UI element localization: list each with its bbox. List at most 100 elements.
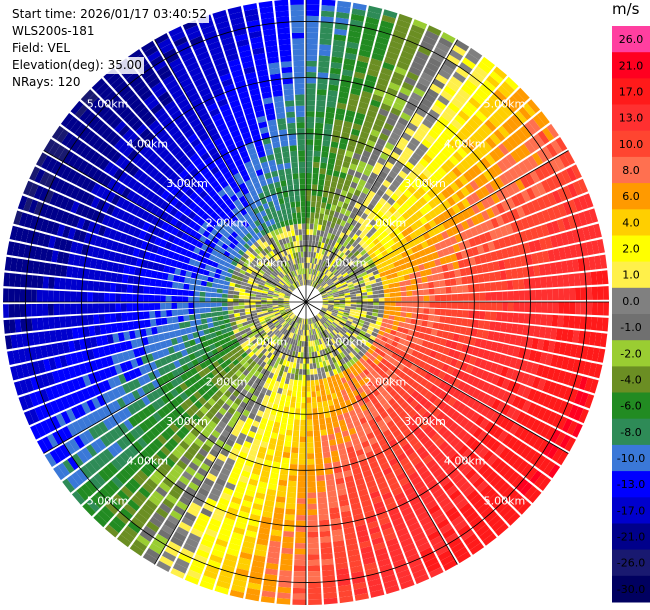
velocity-gate: [396, 253, 404, 261]
velocity-gate: [407, 329, 415, 336]
velocity-gate: [370, 369, 378, 377]
velocity-gate: [465, 436, 477, 448]
velocity-gate: [255, 304, 262, 308]
velocity-gate: [334, 349, 340, 356]
velocity-gate: [390, 302, 396, 306]
velocity-gate: [297, 475, 306, 482]
velocity-gate: [490, 292, 497, 301]
velocity-gate: [314, 435, 321, 442]
velocity-gate: [339, 171, 347, 179]
velocity-gate: [322, 451, 331, 459]
velocity-gate: [416, 127, 427, 138]
velocity-gate: [357, 412, 365, 420]
velocity-gate: [349, 273, 356, 279]
velocity-gate: [371, 410, 380, 419]
velocity-gate: [355, 425, 364, 433]
velocity-gate: [431, 125, 443, 136]
velocity-gate: [325, 288, 331, 292]
velocity-gate: [352, 340, 359, 347]
velocity-gate: [408, 342, 416, 350]
velocity-gate: [355, 66, 367, 74]
velocity-gate: [523, 140, 536, 154]
velocity-gate: [496, 401, 506, 413]
velocity-gate: [530, 419, 541, 433]
velocity-gate: [339, 260, 346, 266]
velocity-gate: [306, 369, 310, 375]
velocity-gate: [295, 526, 306, 533]
velocity-gate: [406, 307, 413, 313]
velocity-gate: [536, 211, 546, 224]
velocity-gate: [454, 519, 468, 532]
velocity-gate: [469, 542, 485, 555]
velocity-gate: [368, 63, 381, 72]
velocity-gate: [307, 514, 318, 521]
velocity-gate: [601, 270, 609, 285]
velocity-gate: [479, 359, 488, 370]
velocity-gate: [322, 316, 328, 321]
velocity-gate: [3, 304, 9, 318]
velocity-gate: [329, 274, 335, 280]
velocity-gate: [205, 297, 211, 302]
velocity-gate: [490, 282, 497, 291]
velocity-gate: [434, 120, 446, 131]
velocity-gate: [480, 123, 493, 136]
velocity-gate: [325, 312, 331, 316]
velocity-gate: [342, 214, 349, 222]
velocity-gate: [428, 199, 437, 209]
velocity-gate: [579, 272, 587, 286]
velocity-gate: [297, 351, 301, 358]
velocity-gate: [334, 335, 340, 341]
velocity-gate: [344, 209, 352, 217]
velocity-gate: [350, 296, 357, 300]
velocity-gate: [355, 293, 362, 297]
velocity-gate: [405, 517, 419, 527]
velocity-gate: [556, 218, 566, 232]
velocity-gate: [468, 47, 483, 61]
velocity-gate: [395, 297, 402, 302]
velocity-gate: [313, 323, 317, 329]
velocity-gate: [309, 229, 314, 235]
velocity-gate: [182, 296, 189, 302]
velocity-gate: [366, 231, 373, 239]
velocity-gate: [324, 208, 330, 216]
velocity-gate: [205, 307, 212, 313]
velocity-gate: [370, 319, 377, 324]
velocity-gate: [349, 335, 356, 341]
velocity-gate: [503, 450, 515, 463]
velocity-gate: [344, 276, 351, 282]
velocity-gate: [351, 265, 358, 272]
velocity-gate: [359, 371, 366, 379]
velocity-gate: [342, 314, 349, 318]
velocity-gate: [474, 176, 484, 188]
velocity-gate: [290, 396, 296, 403]
velocity-gate: [531, 213, 541, 226]
velocity-gate: [318, 272, 323, 278]
velocity-gate: [292, 436, 299, 443]
velocity-gate: [313, 246, 318, 253]
velocity-gate: [313, 282, 318, 288]
velocity-gate: [395, 292, 402, 297]
velocity-gate: [205, 312, 212, 318]
velocity-gate: [516, 324, 524, 335]
velocity-gate: [568, 388, 579, 403]
velocity-gate: [373, 365, 382, 373]
velocity-gate: [394, 66, 407, 76]
velocity-gate: [322, 140, 331, 147]
velocity-gate: [439, 338, 447, 347]
velocity-gate: [306, 43, 318, 50]
velocity-gate: [332, 398, 339, 405]
velocity-gate: [328, 258, 334, 265]
velocity-gate: [520, 482, 533, 496]
velocity-gate: [582, 226, 591, 241]
velocity-gate: [336, 341, 342, 348]
velocity-gate: [479, 339, 488, 349]
velocity-gate: [309, 352, 312, 358]
velocity-gate: [590, 271, 598, 285]
velocity-gate: [320, 272, 325, 279]
velocity-gate: [366, 365, 374, 373]
velocity-gate: [457, 302, 464, 310]
velocity-gate: [454, 93, 467, 105]
velocity-gate: [547, 207, 557, 221]
velocity-gate: [320, 260, 324, 266]
velocity-gate: [461, 432, 472, 444]
